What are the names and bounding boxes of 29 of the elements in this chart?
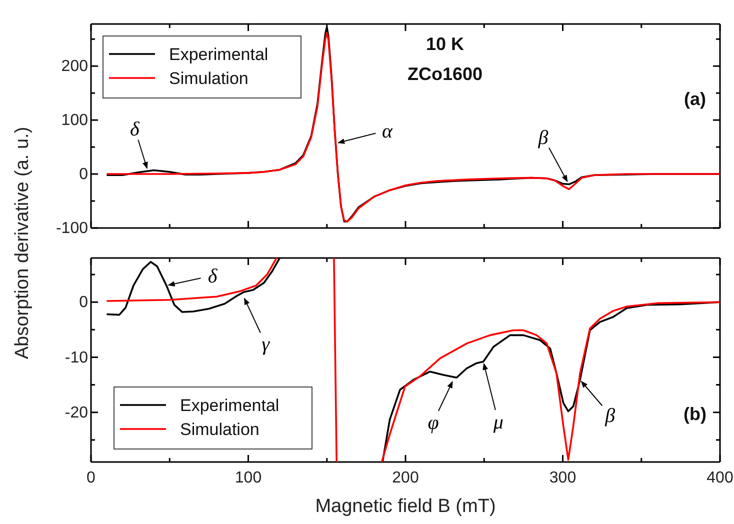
x-tick-label: 300 xyxy=(549,470,576,487)
x-axis-title: Magnetic field B (mT) xyxy=(315,496,496,517)
annotation: (a) xyxy=(684,89,706,109)
legend-label: Experimental xyxy=(169,44,268,64)
legend-label: Simulation xyxy=(169,68,248,88)
annotation: μ xyxy=(492,412,504,434)
annotation: δ xyxy=(208,266,218,288)
y-tick-label: -10 xyxy=(64,349,88,366)
annotation: δ xyxy=(130,118,140,140)
y-tick-label: 0 xyxy=(79,166,88,184)
annotation: γ xyxy=(262,334,271,356)
annotation: β xyxy=(604,404,616,427)
x-tick-label: 400 xyxy=(706,470,734,487)
legend-label: Simulation xyxy=(180,420,260,439)
y-tick-label: -100 xyxy=(56,220,88,238)
y-tick-label: 100 xyxy=(61,112,88,130)
annotation: φ xyxy=(428,412,439,434)
annotation: (b) xyxy=(684,404,706,424)
y-tick-label: 200 xyxy=(61,58,88,76)
x-tick-label: 100 xyxy=(234,470,262,487)
x-tick-label: 200 xyxy=(392,470,419,487)
y-tick-label: 0 xyxy=(79,294,88,312)
annotation: ZCo1600 xyxy=(407,64,483,84)
annotation: 10 K xyxy=(426,34,464,54)
legend-label: Experimental xyxy=(180,396,280,415)
annotation: β xyxy=(537,127,548,150)
annotation: α xyxy=(382,120,394,142)
y-tick-label: -20 xyxy=(64,404,88,422)
y-axis-title: Absorption derivative (a. u.) xyxy=(12,126,33,360)
